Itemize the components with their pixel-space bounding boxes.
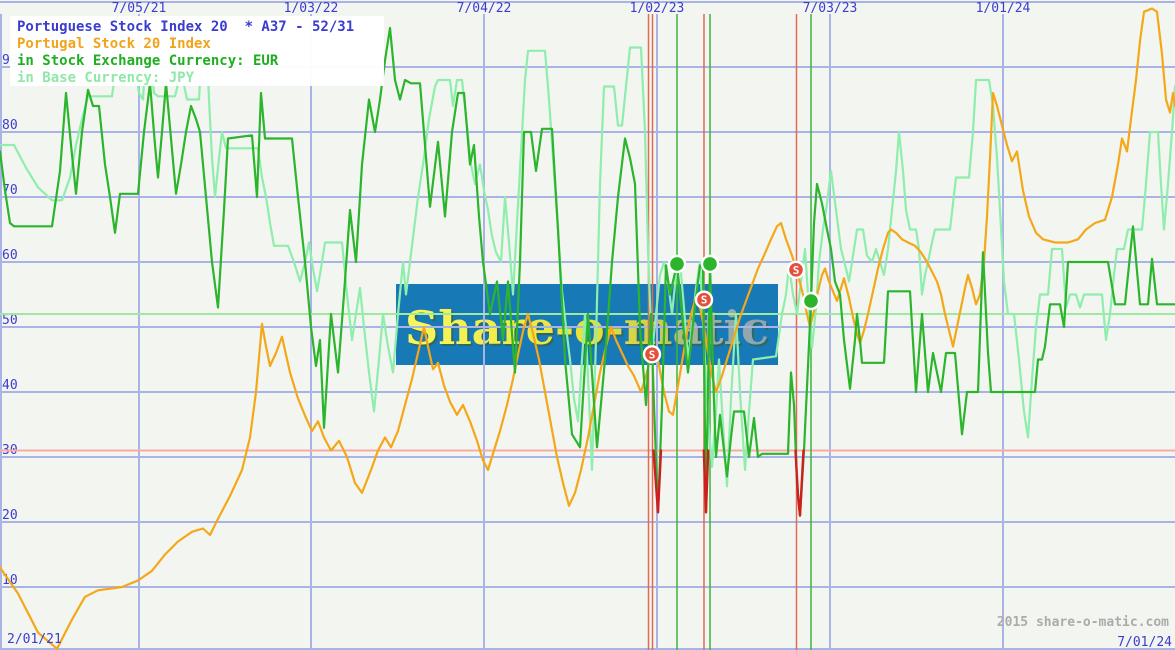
x-axis-label: 7/04/22 bbox=[457, 1, 512, 16]
x-axis-label: 7/03/23 bbox=[803, 1, 858, 16]
copyright-text: 2015 share-o-matic.com bbox=[996, 615, 1169, 630]
buy-signal-marker bbox=[700, 254, 720, 274]
legend-eur-series-label: in Stock Exchange Currency: EUR bbox=[17, 53, 279, 69]
svg-text:S: S bbox=[701, 294, 708, 307]
buy-signal-marker bbox=[801, 291, 821, 311]
sell-signal-marker: S bbox=[642, 345, 662, 364]
x-axis-label: 1/03/22 bbox=[284, 1, 339, 16]
y-axis-label-40: 40 bbox=[2, 378, 18, 393]
x-axis-end-date: 7/01/24 bbox=[1117, 635, 1172, 650]
x-axis-label: 1/01/24 bbox=[976, 1, 1031, 16]
legend-box: Portuguese Stock Index 20 * A37 - 52/31 … bbox=[10, 16, 384, 86]
x-axis-label: 7/05/21 bbox=[112, 1, 167, 16]
x-axis-label: 1/02/23 bbox=[630, 1, 685, 16]
svg-text:S: S bbox=[793, 264, 800, 277]
buy-signal-marker bbox=[667, 254, 687, 274]
series-in-stock-exchange-currency-eur bbox=[0, 26, 1175, 517]
alert-segment bbox=[652, 449, 663, 514]
series-in-base-currency-jpy bbox=[0, 17, 1175, 488]
legend-jpy-series-label: in Base Currency: JPY bbox=[17, 70, 195, 86]
sell-signal-marker: S bbox=[786, 260, 806, 279]
sell-signal-marker: S bbox=[694, 290, 714, 309]
chart-title: Portuguese Stock Index 20 * A37 - 52/31 bbox=[17, 19, 355, 35]
y-axis-label-20: 20 bbox=[2, 508, 18, 523]
alert-segment bbox=[794, 449, 805, 517]
alert-segment bbox=[702, 449, 710, 514]
y-axis-label-80: 80 bbox=[2, 118, 18, 133]
y-axis-label-50: 50 bbox=[2, 313, 18, 328]
y-axis-label-60: 60 bbox=[2, 248, 18, 263]
legend-orange-series-label: Portugal Stock 20 Index bbox=[17, 36, 211, 52]
x-axis-start-date: 2/01/21 bbox=[7, 632, 62, 647]
svg-text:S: S bbox=[649, 348, 656, 361]
